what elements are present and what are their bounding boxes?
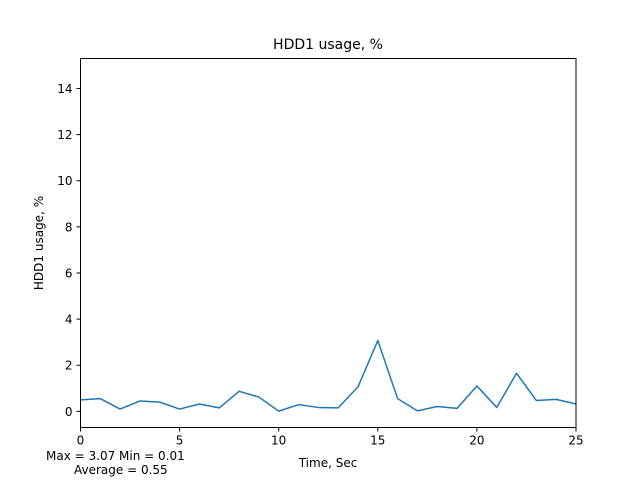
x-tick-label: 10 [271,434,286,448]
x-axis-label: Time, Sec [298,456,358,470]
series-line-0 [80,339,577,412]
x-tick-label: 20 [469,434,484,448]
x-tick-label: 15 [370,434,385,448]
chart-title: HDD1 usage, % [273,37,383,53]
y-tick-label: 6 [65,266,73,280]
stats-average: Average = 0.55 [74,463,168,477]
y-tick-label: 4 [65,313,73,327]
y-tick-label: 2 [65,359,73,373]
x-tick-label: 25 [568,434,583,448]
y-tick-label: 10 [57,174,72,188]
y-tick-label: 0 [65,405,73,419]
y-tick-label: 14 [57,82,72,96]
y-tick-label: 8 [65,220,73,234]
y-axis-label: HDD1 usage, % [32,196,46,290]
stats-max-min: Max = 3.07 Min = 0.01 [46,449,185,463]
plot-frame [80,58,577,428]
y-tick-label: 12 [57,128,72,142]
x-tick-label: 5 [176,434,184,448]
x-tick-label: 0 [77,434,85,448]
